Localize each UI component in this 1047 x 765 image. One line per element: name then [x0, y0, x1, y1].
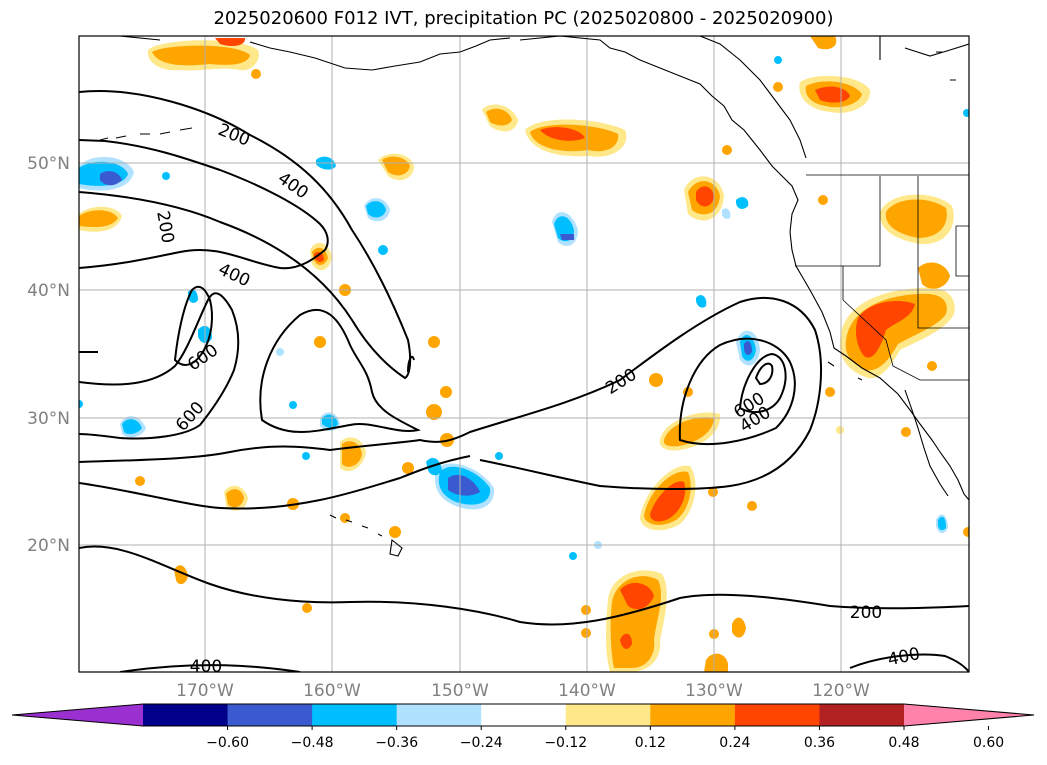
colorbar-bin [481, 704, 567, 726]
contour-label: 200 [850, 603, 882, 623]
colorbar-bin [819, 704, 905, 726]
colorbar-extend-low [12, 704, 143, 726]
colorbar-tick-label: −0.12 [544, 735, 587, 751]
colorbar-tick-label: 0.36 [804, 735, 835, 751]
lon-label: 130°W [685, 681, 743, 701]
lat-label: 40°N [27, 281, 70, 301]
lon-label: 120°W [812, 681, 870, 701]
colorbar-bin [565, 704, 651, 726]
map-title: 2025020600 F012 IVT, precipitation PC (2… [213, 8, 834, 29]
lon-label: 140°W [558, 681, 616, 701]
lon-label: 170°W [176, 681, 234, 701]
colorbar-bin [734, 704, 820, 726]
colorbar-outline [11, 703, 1035, 727]
colorbar: −0.60 −0.48 −0.36 −0.24 −0.12 0.12 0.24 0.36 0.4… [11, 703, 1035, 751]
ivt-contours [79, 90, 969, 672]
colorbar-tick-label: −0.36 [375, 735, 418, 751]
lon-label: 150°W [431, 681, 489, 701]
colorbar-tick-label: −0.60 [206, 735, 249, 751]
colorbar-tick-label: 0.60 [973, 735, 1004, 751]
colorbar-bin [650, 704, 736, 726]
colorbar-tick-label: −0.24 [460, 735, 503, 751]
lat-labels: 50°N 40°N 30°N 20°N [27, 154, 70, 556]
colorbar-extend-high [904, 704, 1034, 726]
colorbar-tick-label: 0.12 [635, 735, 666, 751]
lat-label: 50°N [27, 154, 70, 174]
contour-label: 400 [190, 657, 222, 677]
lon-label: 160°W [303, 681, 361, 701]
precip-shading [79, 36, 969, 672]
lat-label: 30°N [27, 409, 70, 429]
colorbar-tick-label: 0.48 [888, 735, 919, 751]
lat-label: 20°N [27, 536, 70, 556]
colorbar-bin [312, 704, 398, 726]
state-borders [795, 174, 969, 381]
colorbar-tick-label: 0.24 [719, 735, 750, 751]
coastlines [99, 36, 969, 557]
colorbar-tick-label: −0.48 [291, 735, 334, 751]
graticule [79, 36, 969, 672]
colorbar-bin [396, 704, 482, 726]
map-frame [78, 35, 970, 673]
colorbar-bin [227, 704, 313, 726]
colorbar-bin [143, 704, 229, 726]
lon-labels: 170°W 160°W 150°W 140°W 130°W 120°W [176, 681, 870, 701]
